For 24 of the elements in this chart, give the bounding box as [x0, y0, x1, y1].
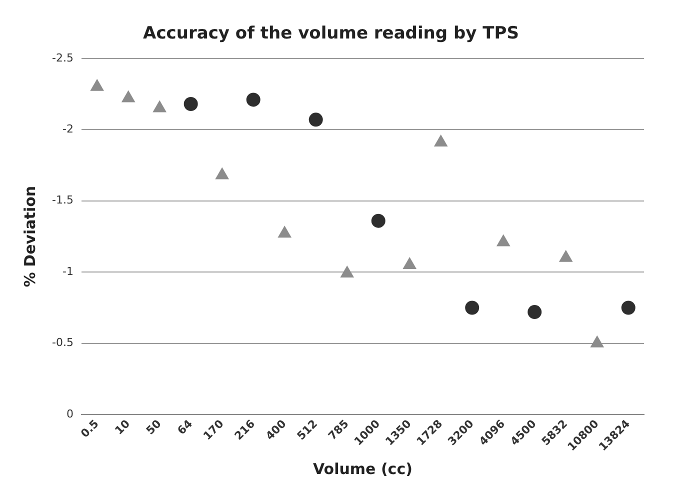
point	[152, 100, 167, 112]
point	[90, 78, 104, 91]
x-tick-label: 64	[174, 416, 196, 438]
point	[434, 134, 448, 146]
point	[340, 266, 354, 278]
x-tick-label: 0.5	[78, 417, 102, 440]
x-tick-label: 10	[112, 416, 133, 438]
point	[496, 234, 510, 246]
point	[558, 250, 573, 262]
y-tick-label: -2.5	[52, 51, 74, 64]
y-tick-label: -1.5	[52, 194, 74, 207]
y-axis-title: % Deviation	[20, 186, 39, 288]
point	[402, 257, 417, 269]
point	[215, 167, 230, 180]
point	[121, 90, 136, 102]
y-tick-label: -1	[62, 264, 74, 278]
x-tick-label: 50	[144, 416, 164, 438]
chart-title: Accuracy of the volume reading by TPS	[143, 24, 519, 44]
y-tick-label: -0.5	[52, 336, 74, 350]
x-axis-title: Volume (cc)	[313, 460, 412, 478]
y-tick-label: -2	[62, 122, 74, 136]
y-tick-label: 0	[66, 407, 74, 420]
point	[590, 335, 604, 348]
point	[278, 226, 292, 238]
